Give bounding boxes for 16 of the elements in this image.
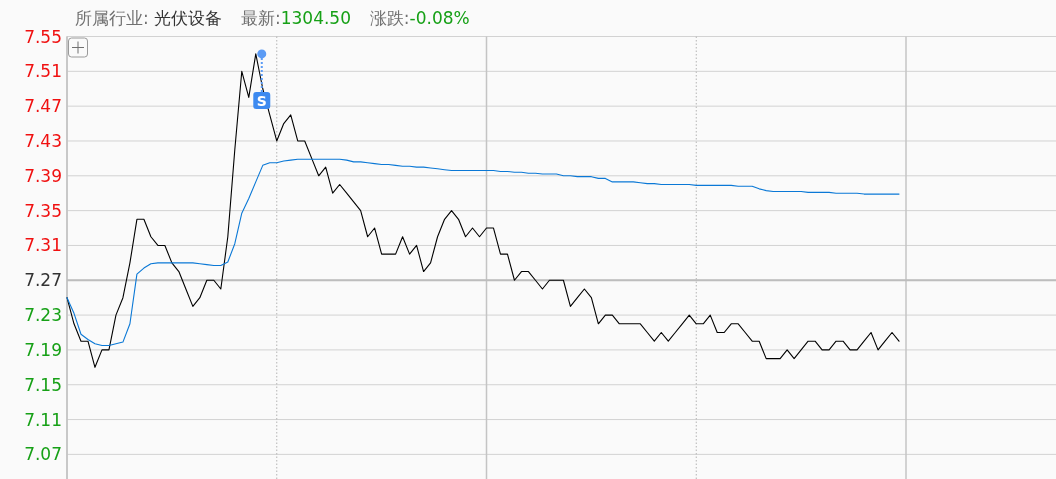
y-tick-label: 7.27 xyxy=(24,270,62,291)
line-series xyxy=(66,158,900,347)
y-tick-label: 7.19 xyxy=(24,339,62,360)
y-tick-label: 7.51 xyxy=(24,61,62,82)
y-tick-label: 7.43 xyxy=(24,130,62,151)
y-tick-label: 7.07 xyxy=(24,444,62,465)
y-tick-label: 7.35 xyxy=(24,200,62,221)
y-tick-label: 7.31 xyxy=(24,235,62,256)
annotation: S xyxy=(256,92,267,109)
y-tick-label: 7.39 xyxy=(24,165,62,186)
y-tick-label: 7.11 xyxy=(24,409,62,430)
y-tick-label: 7.23 xyxy=(24,305,62,326)
chart-title: 所属行业: 光伏设备 最新:1304.50 涨跌:-0.08% xyxy=(75,8,470,28)
y-tick-label: 7.15 xyxy=(24,374,62,395)
y-tick-label: 7.47 xyxy=(24,96,62,117)
y-tick-label: 7.55 xyxy=(24,26,62,47)
